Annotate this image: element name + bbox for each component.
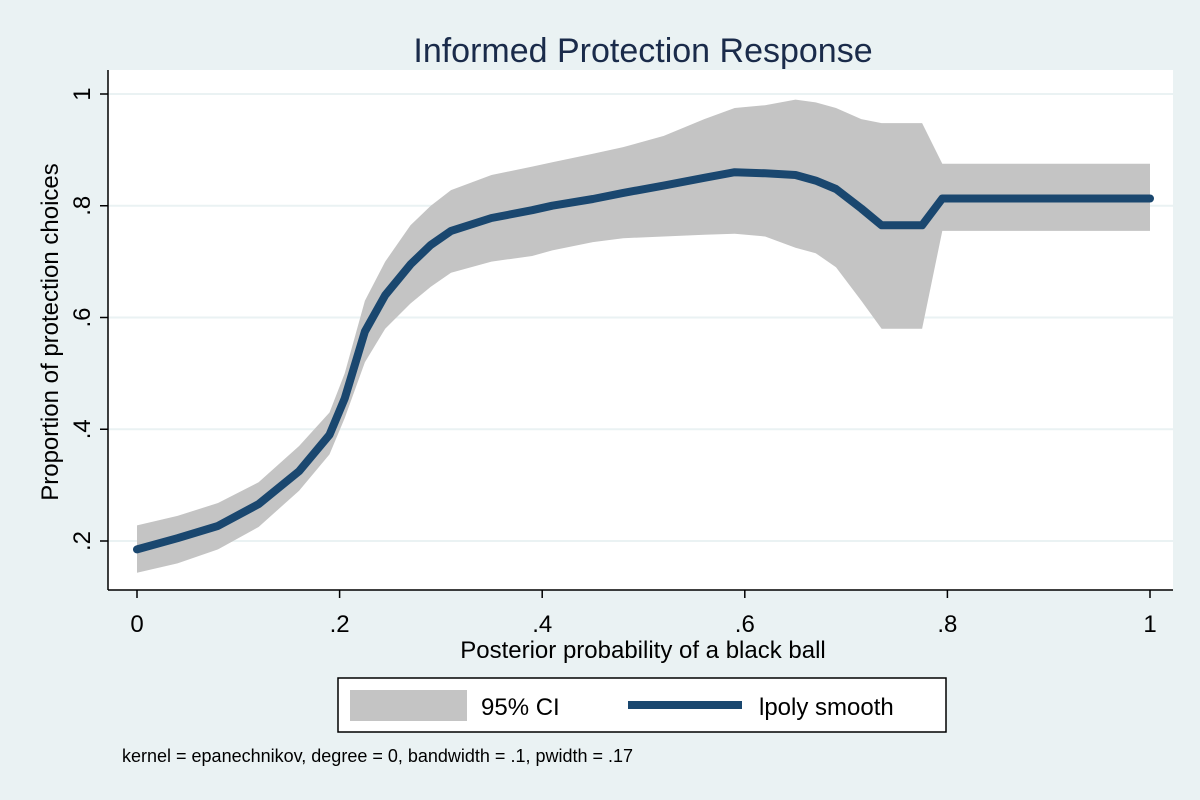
- legend-ci-swatch: [350, 690, 467, 721]
- y-tick-label-3: .8: [69, 196, 96, 216]
- smooth-line-layer: [133, 168, 1154, 554]
- y-tick-label-0: .2: [69, 531, 96, 551]
- chart-title: Informed Protection Response: [413, 32, 872, 70]
- ci-band: [137, 99, 1150, 573]
- x-tick-label-3: .6: [735, 611, 755, 638]
- lpoly-smooth-line: [133, 168, 1154, 554]
- x-tick-label-1: .2: [330, 611, 350, 638]
- legend-line-label: lpoly smooth: [759, 694, 894, 721]
- axis-layer: .2 .4 .6 .8 1 0 .2 .4 .6 .8 1: [69, 70, 1173, 638]
- x-tick-label-0: 0: [130, 611, 143, 638]
- legend: 95% CI lpoly smooth: [337, 677, 947, 733]
- x-tick-label-5: 1: [1143, 611, 1156, 638]
- y-tick-label-2: .6: [69, 307, 96, 327]
- y-axis-label: Proportion of protection choices: [37, 163, 64, 501]
- x-tick-label-2: .4: [532, 611, 552, 638]
- chart-note: kernel = epanechnikov, degree = 0, bandw…: [122, 746, 633, 766]
- x-axis-label: Posterior probability of a black ball: [460, 637, 826, 664]
- ci-band-layer: [137, 99, 1150, 573]
- legend-ci-label: 95% CI: [481, 694, 560, 721]
- x-tick-label-4: .8: [937, 611, 957, 638]
- y-tick-label-4: 1: [69, 87, 96, 100]
- y-tick-label-1: .4: [69, 419, 96, 439]
